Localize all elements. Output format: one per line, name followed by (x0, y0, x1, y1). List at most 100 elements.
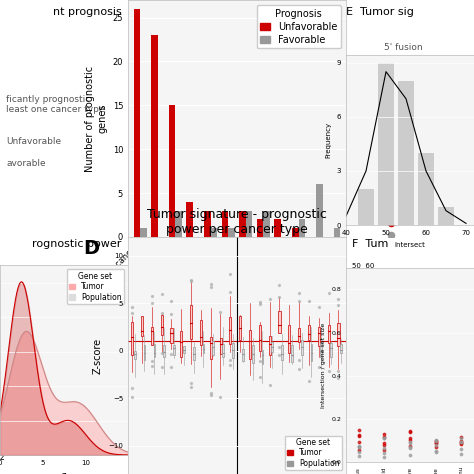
Point (158, 291, 165, 298)
Point (276, 293, 283, 301)
Point (168, 310, 175, 318)
Legend: Unfavorable, Favorable: Unfavorable, Favorable (256, 5, 341, 48)
Bar (228, 228, 235, 237)
Bar (221, 210, 228, 237)
Bar (269, 336, 271, 355)
Bar (298, 328, 300, 342)
Bar (232, 343, 234, 358)
Bar (246, 210, 253, 237)
Point (315, 303, 322, 311)
Point (207, 283, 214, 291)
Point (168, 363, 175, 371)
Point (325, 367, 332, 375)
Bar (281, 345, 283, 360)
Point (148, 357, 155, 365)
Bar (229, 317, 231, 345)
Point (335, 374, 342, 382)
Point (187, 380, 195, 387)
Point (335, 295, 342, 303)
Bar (274, 219, 281, 237)
Legend: Tumor, Population: Tumor, Population (285, 436, 342, 470)
Point (315, 363, 322, 371)
Point (256, 300, 264, 308)
Bar (259, 325, 261, 351)
Point (207, 281, 214, 288)
Y-axis label: Number of prognostic
genes: Number of prognostic genes (85, 65, 107, 172)
Bar (252, 345, 254, 363)
Bar (202, 344, 204, 353)
Bar (210, 337, 212, 359)
Bar (190, 305, 192, 339)
Text: avorable: avorable (7, 159, 46, 168)
Point (227, 289, 234, 296)
Point (325, 289, 332, 297)
Point (217, 393, 224, 401)
Bar (222, 344, 224, 357)
Title: Tumor signature - prognostic
power per cancer type: Tumor signature - prognostic power per c… (147, 208, 327, 236)
Point (158, 364, 165, 371)
Point (295, 356, 303, 364)
Bar (151, 35, 158, 237)
Y-axis label: Z-score: Z-score (93, 337, 103, 374)
Bar (291, 345, 293, 362)
Bar (239, 316, 241, 339)
Bar (193, 346, 194, 360)
Bar (175, 210, 182, 237)
Bar (180, 331, 182, 357)
Point (305, 297, 313, 305)
Point (227, 356, 234, 364)
Text: E  Tumor sig: E Tumor sig (346, 7, 414, 17)
Point (276, 343, 283, 351)
Point (148, 362, 155, 369)
Point (276, 282, 283, 289)
Point (128, 384, 136, 392)
Point (187, 383, 195, 391)
Bar (204, 210, 210, 237)
Text: D: D (83, 239, 100, 258)
Bar (161, 315, 163, 335)
Bar (299, 219, 305, 237)
Bar (257, 219, 264, 237)
Point (227, 270, 234, 278)
Bar (134, 351, 136, 359)
Bar (316, 184, 323, 237)
Bar (210, 228, 217, 237)
Bar (330, 343, 332, 357)
Bar (337, 323, 339, 346)
Bar (292, 228, 299, 237)
X-axis label: Cancer type: Cancer type (207, 320, 267, 330)
Bar (171, 328, 173, 343)
Point (266, 381, 273, 389)
Text: Unfavorable: Unfavorable (7, 137, 62, 146)
Point (128, 303, 136, 310)
Bar (183, 346, 185, 353)
Text: 5' fusion: 5' fusion (384, 43, 423, 52)
Bar (154, 345, 155, 356)
Text: z: z (0, 453, 4, 462)
Point (266, 295, 273, 302)
Bar (239, 210, 246, 237)
Bar (278, 310, 281, 333)
Bar (131, 322, 133, 356)
Bar (186, 202, 193, 237)
Bar (262, 350, 264, 365)
Bar (144, 345, 146, 360)
Point (276, 352, 283, 359)
Point (207, 390, 214, 397)
Point (256, 374, 264, 381)
Text: Ov: Ov (403, 213, 414, 222)
Bar (328, 325, 330, 343)
Text: F  Tum: F Tum (352, 239, 389, 249)
Bar (134, 9, 140, 237)
Point (295, 365, 303, 373)
Point (148, 299, 155, 307)
Bar (340, 344, 342, 353)
Text: nt prognosis: nt prognosis (53, 7, 121, 17)
Bar (264, 210, 270, 237)
Point (227, 361, 234, 368)
Bar (310, 345, 312, 361)
Bar (212, 341, 214, 355)
Bar (200, 320, 202, 346)
Point (335, 301, 342, 309)
Point (168, 350, 175, 358)
